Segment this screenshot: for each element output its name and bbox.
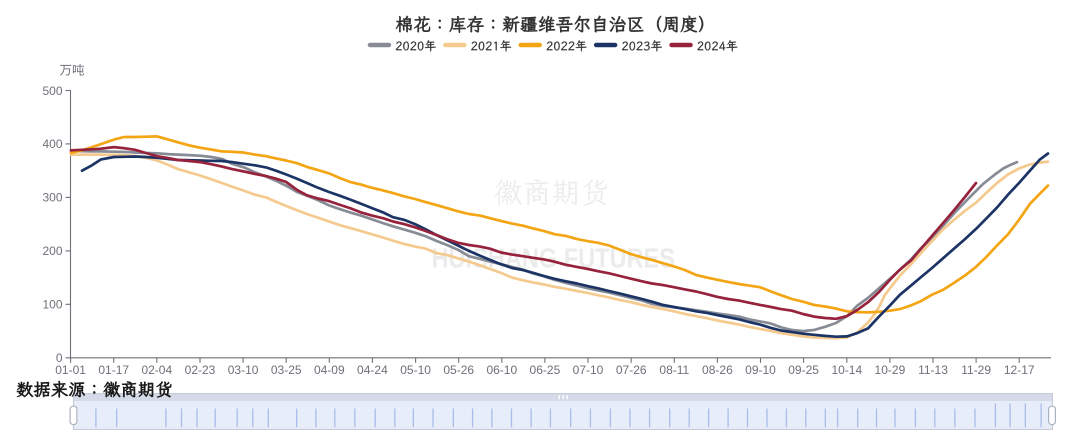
svg-text:11-29: 11-29 [961,363,991,377]
svg-text:300: 300 [42,191,62,205]
svg-text:01-01: 01-01 [55,363,86,377]
svg-text:08-11: 08-11 [659,363,689,377]
svg-text:06-10: 06-10 [486,363,517,377]
svg-text:02-23: 02-23 [185,363,216,377]
svg-text:05-26: 05-26 [443,363,474,377]
svg-text:09-25: 09-25 [788,363,819,377]
svg-text:04-24: 04-24 [357,363,388,377]
svg-text:04-09: 04-09 [314,363,345,377]
svg-text:HUISHANG FUTURES: HUISHANG FUTURES [432,243,676,274]
svg-text:03-25: 03-25 [271,363,302,377]
svg-text:07-10: 07-10 [573,363,604,377]
svg-text:12-17: 12-17 [1004,363,1035,377]
svg-text:11-13: 11-13 [918,363,948,377]
svg-text:100: 100 [42,298,62,312]
svg-text:01-17: 01-17 [98,363,129,377]
svg-text:02-04: 02-04 [141,363,172,377]
svg-text:06-25: 06-25 [530,363,561,377]
svg-text:10-14: 10-14 [831,363,862,377]
svg-text:200: 200 [42,244,62,258]
svg-text:08-26: 08-26 [702,363,733,377]
svg-text:05-10: 05-10 [400,363,431,377]
svg-text:07-26: 07-26 [616,363,647,377]
svg-text:10-29: 10-29 [875,363,906,377]
svg-text:03-10: 03-10 [228,363,259,377]
svg-text:09-10: 09-10 [745,363,776,377]
svg-text:500: 500 [42,84,62,98]
svg-text:0: 0 [56,351,63,365]
svg-text:400: 400 [42,137,62,151]
